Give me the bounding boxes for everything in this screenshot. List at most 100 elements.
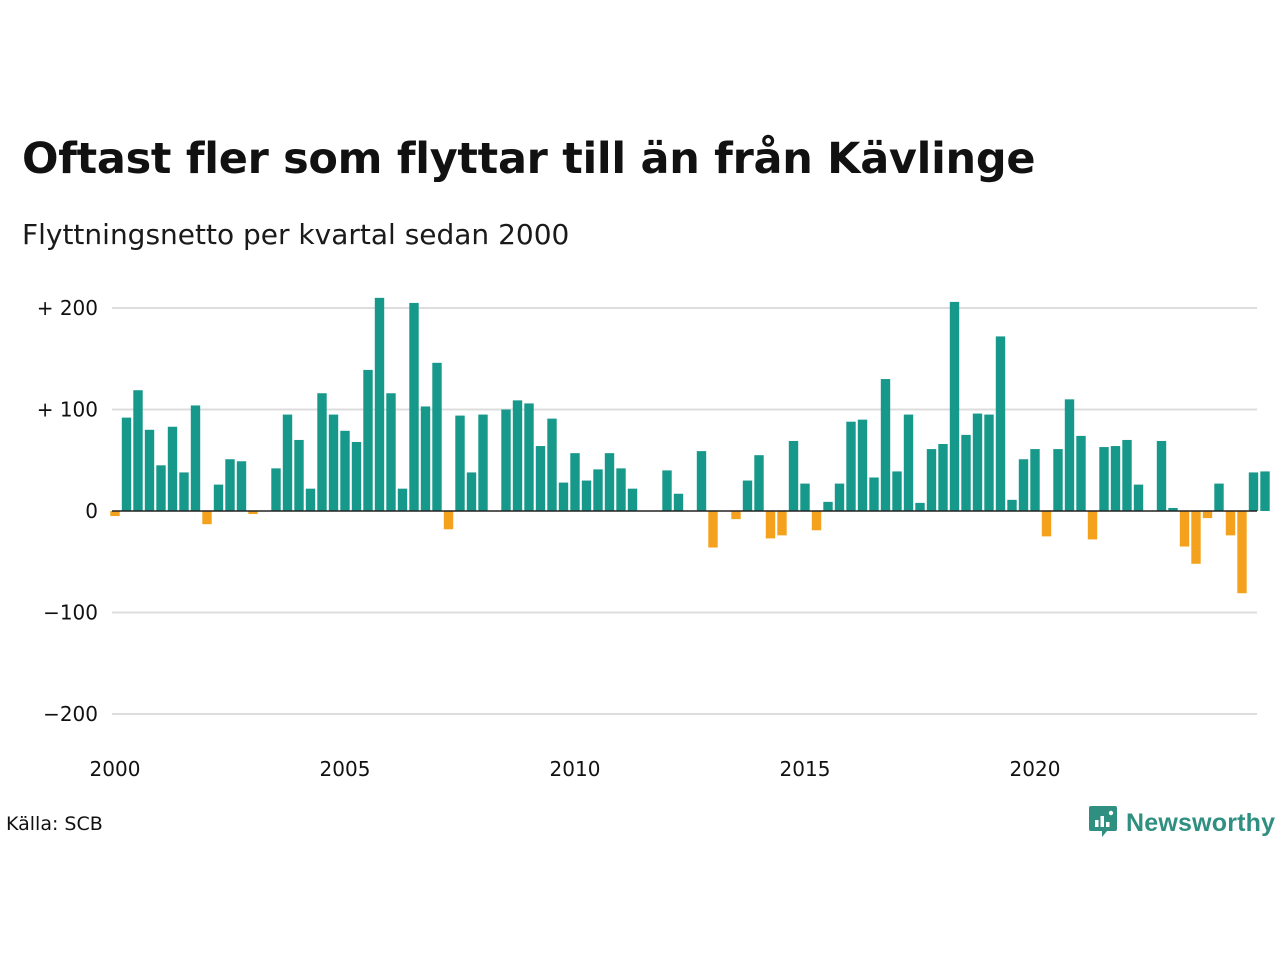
bar (443, 511, 454, 530)
bar (1007, 499, 1017, 511)
newsworthy-logo-icon (1088, 804, 1118, 842)
bar (236, 461, 247, 511)
bar (190, 405, 201, 511)
bar (696, 451, 707, 511)
bar (581, 480, 592, 511)
bar (1122, 439, 1132, 511)
bar (512, 400, 523, 511)
bar (995, 336, 1006, 511)
bar (351, 441, 362, 511)
bar (984, 414, 994, 511)
y-tick-label: −100 (43, 601, 98, 625)
bar (765, 511, 776, 539)
bar (1214, 483, 1224, 511)
y-tick-label: −200 (43, 702, 98, 726)
bar (1202, 511, 1213, 519)
bar (317, 393, 327, 511)
bar (271, 468, 281, 511)
bar (1237, 511, 1247, 594)
bar (834, 483, 845, 511)
bar (179, 472, 189, 511)
bar (811, 511, 822, 531)
bar (1053, 449, 1063, 511)
bar (1030, 449, 1040, 511)
bar (420, 406, 431, 511)
bar (558, 482, 569, 511)
x-axis-ticks: 2000 2005 2010 2015 2020 (90, 757, 1061, 781)
bar (225, 459, 235, 511)
bar (673, 493, 684, 511)
bar (202, 511, 212, 525)
bar (903, 414, 914, 511)
bar (708, 511, 718, 548)
bar (1018, 459, 1029, 511)
brand-name: Newsworthy (1126, 808, 1276, 837)
bar (754, 455, 764, 511)
bar (1110, 446, 1121, 511)
bars (110, 297, 1270, 594)
y-tick-label: + 200 (37, 296, 98, 320)
bar (547, 418, 557, 511)
bar (949, 301, 960, 511)
bar (1191, 511, 1201, 564)
bar (1041, 511, 1052, 537)
bar (593, 469, 603, 511)
bar (478, 414, 488, 511)
bar (248, 511, 258, 515)
chart-title: Oftast fler som flyttar till än från Käv… (22, 134, 1036, 184)
bar (604, 453, 615, 511)
bar (857, 419, 868, 511)
bar (110, 511, 120, 517)
bar (742, 480, 753, 511)
bar (892, 471, 902, 511)
bar (121, 417, 132, 511)
bar (846, 421, 856, 511)
chart-subtitle: Flyttningsnetto per kvartal sedan 2000 (22, 218, 570, 251)
bar (386, 393, 396, 511)
bar (466, 472, 477, 511)
x-tick-label: 2015 (780, 757, 831, 781)
bar (800, 483, 810, 511)
bar (972, 413, 983, 511)
bar (915, 502, 925, 511)
bar (455, 415, 465, 511)
bar (524, 403, 534, 511)
bar (880, 379, 891, 511)
bar (570, 453, 580, 511)
bar (432, 362, 442, 511)
bar (1179, 511, 1190, 547)
bar (662, 470, 672, 511)
bar (156, 465, 166, 511)
y-tick-label: + 100 (37, 398, 98, 422)
y-tick-label: 0 (85, 499, 98, 523)
bar (627, 488, 638, 511)
bar (374, 297, 385, 511)
bar (926, 449, 937, 511)
bar (938, 444, 948, 511)
bar (501, 409, 511, 511)
bar (1248, 472, 1259, 511)
brand-logo[interactable]: Newsworthy (1088, 804, 1275, 842)
x-tick-label: 2020 (1010, 757, 1061, 781)
bar (616, 468, 626, 511)
bar (1225, 511, 1236, 536)
bar (777, 511, 787, 536)
bar (363, 369, 373, 511)
bar (1087, 511, 1098, 540)
bar (397, 488, 408, 511)
x-tick-label: 2000 (90, 757, 141, 781)
bar (328, 414, 339, 511)
bar (1260, 471, 1270, 511)
bar (144, 429, 155, 511)
bar (1133, 484, 1144, 511)
bar (409, 302, 419, 511)
bar (731, 511, 741, 520)
y-axis-ticks: + 200 + 100 0 −100 −200 (37, 296, 98, 726)
bar (1099, 447, 1109, 511)
bar (1156, 440, 1167, 511)
bar (282, 414, 293, 511)
source-note: Källa: SCB (6, 813, 103, 835)
bar (535, 446, 546, 511)
bar (823, 501, 833, 511)
bar (167, 426, 178, 511)
